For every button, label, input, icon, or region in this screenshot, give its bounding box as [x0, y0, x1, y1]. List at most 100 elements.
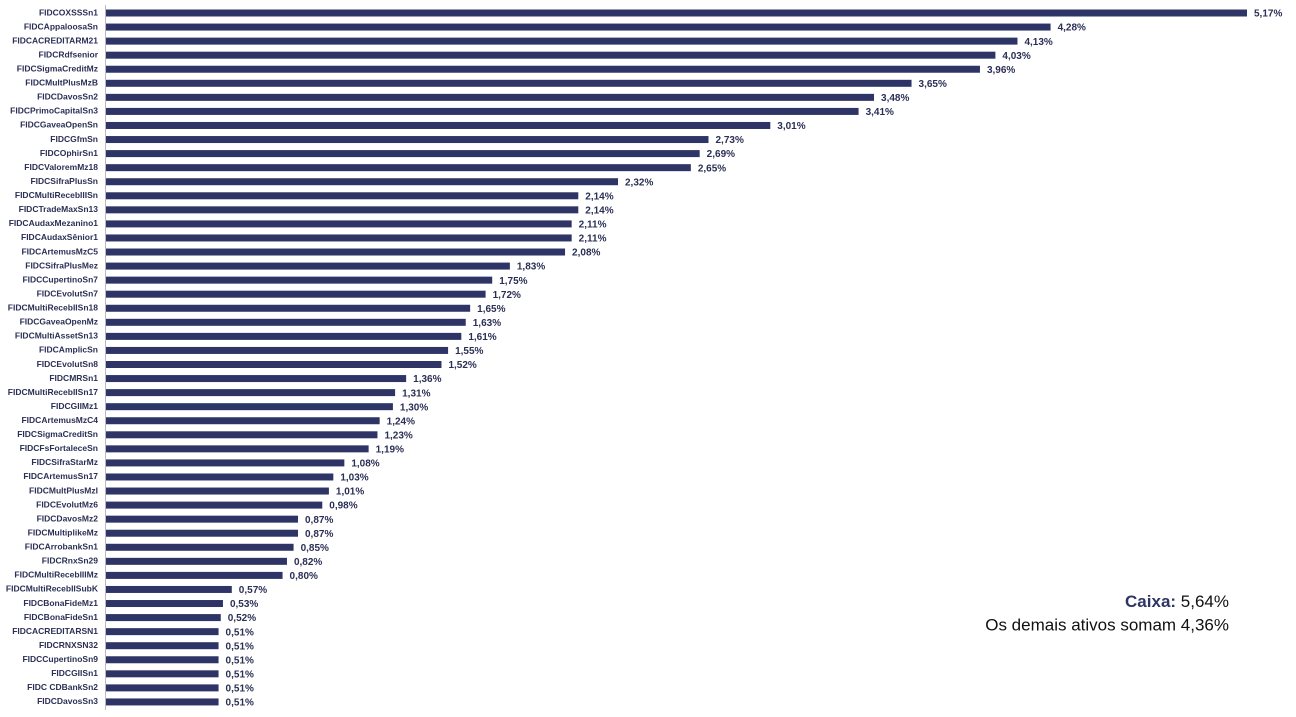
category-label: FIDCDavosSn2 [37, 92, 98, 102]
bar [106, 136, 709, 144]
bar [106, 557, 287, 565]
category-label: FIDCFsFortaleceSn [20, 443, 98, 453]
value-label: 1,03% [340, 473, 368, 484]
value-label: 1,08% [351, 459, 379, 470]
value-label: 3,41% [866, 107, 894, 118]
value-label: 1,31% [402, 388, 430, 399]
bar [106, 403, 393, 411]
value-label: 1,65% [477, 304, 505, 315]
value-label: 0,82% [294, 557, 322, 568]
bar [106, 332, 462, 340]
category-label: FIDCOXSSSn1 [39, 7, 98, 17]
value-label: 0,51% [226, 669, 254, 680]
bar [106, 304, 471, 312]
value-label: 0,51% [226, 655, 254, 666]
value-label: 0,87% [305, 529, 333, 540]
bar [106, 614, 221, 622]
value-label: 1,30% [400, 402, 428, 413]
bar [106, 206, 579, 214]
category-label: FIDCGfmSn [50, 134, 98, 144]
category-label: FIDCRdfsenior [39, 49, 99, 59]
caixa-note: Caixa: 5,64% [1125, 592, 1229, 611]
category-label: FIDCMultiAssetSn13 [15, 331, 98, 341]
value-label: 1,83% [517, 262, 545, 273]
value-label: 0,51% [226, 684, 254, 695]
value-label: 2,69% [707, 149, 735, 160]
category-label: FIDCArrobankSn1 [25, 542, 98, 552]
category-label: FIDCMultPlusMzI [29, 485, 98, 495]
category-label: FIDCArtemusMzC5 [21, 246, 98, 256]
bar [106, 670, 219, 678]
value-label: 4,28% [1058, 23, 1086, 34]
value-label: 0,98% [329, 501, 357, 512]
value-label: 0,51% [226, 627, 254, 638]
bar [106, 600, 223, 608]
category-label: FIDCRnxSn29 [42, 556, 98, 566]
category-label: FIDCAudaxSênior1 [21, 232, 98, 242]
value-label: 1,24% [387, 416, 415, 427]
category-label: FIDCEvolutMz6 [36, 499, 98, 509]
bar [106, 192, 579, 200]
category-label: FIDCDavosMz2 [37, 513, 99, 523]
value-label: 2,11% [579, 234, 607, 245]
category-label: FIDCMultPlusMzB [25, 78, 98, 88]
value-label: 2,08% [572, 248, 600, 259]
value-label: 0,80% [290, 571, 318, 582]
caixa-value: 5,64% [1181, 592, 1229, 611]
bar [106, 543, 294, 551]
bar [106, 431, 378, 439]
bar [106, 79, 912, 87]
category-label: FIDCMultiRecebIISn18 [8, 303, 98, 313]
category-label: FIDCMultiRecebIIISn [15, 190, 98, 200]
value-label: 1,23% [384, 430, 412, 441]
value-label: 0,51% [226, 698, 254, 709]
category-label: FIDCAmplicSn [39, 345, 98, 355]
bar [106, 318, 466, 326]
value-label: 2,11% [579, 220, 607, 231]
category-label: FIDCMultiRecebIIIMz [14, 570, 98, 580]
others-note: Os demais ativos somam 4,36% [985, 615, 1229, 634]
bar [106, 262, 510, 270]
category-label: FIDCSifraStarMz [31, 457, 98, 467]
value-label: 4,13% [1024, 37, 1052, 48]
bar [106, 121, 771, 129]
bar [106, 290, 486, 298]
bar [106, 656, 219, 664]
bar [106, 9, 1247, 17]
category-label: FIDCEvolutSn7 [37, 288, 99, 298]
bar [106, 389, 396, 397]
bar [106, 65, 980, 73]
value-label: 2,14% [585, 205, 613, 216]
bar [106, 375, 407, 383]
bar [106, 459, 345, 467]
bar [106, 234, 572, 242]
category-label: FIDCSifraPlusSn [30, 176, 98, 186]
category-label: FIDCOphirSn1 [40, 148, 98, 158]
bar [106, 107, 859, 115]
value-label: 2,73% [716, 135, 744, 146]
value-label: 2,32% [625, 177, 653, 188]
bar [106, 571, 283, 579]
category-label: FIDCArtemusMzC4 [21, 415, 98, 425]
category-label: FIDCEvolutSn8 [37, 359, 99, 369]
value-label: 1,63% [473, 318, 501, 329]
value-label: 2,65% [698, 163, 726, 174]
bar [106, 150, 700, 158]
bar [106, 487, 329, 495]
value-label: 1,61% [468, 332, 496, 343]
value-label: 2,14% [585, 191, 613, 202]
bar [106, 164, 691, 172]
bar [106, 51, 996, 59]
value-label: 0,52% [228, 613, 256, 624]
category-label: FIDCValoremMz18 [24, 162, 98, 172]
value-label: 0,85% [301, 543, 329, 554]
category-label: FIDCPrimoCapitalSn3 [10, 106, 98, 116]
bar [106, 361, 442, 368]
bar [106, 346, 449, 354]
value-label: 5,17% [1254, 9, 1282, 20]
category-label: FIDCSigmaCreditSn [17, 429, 98, 439]
bar [106, 178, 619, 186]
value-label: 3,01% [777, 121, 805, 132]
bar [106, 220, 572, 228]
